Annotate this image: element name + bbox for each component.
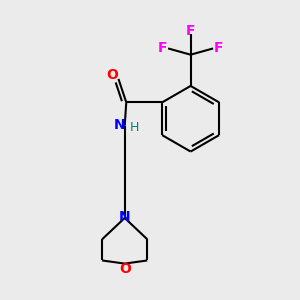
Text: O: O xyxy=(106,68,118,82)
Text: F: F xyxy=(158,41,167,56)
Text: H: H xyxy=(129,121,139,134)
Text: N: N xyxy=(113,118,125,132)
Text: O: O xyxy=(119,262,130,276)
Text: F: F xyxy=(214,41,224,56)
Text: F: F xyxy=(186,24,195,38)
Text: N: N xyxy=(119,210,130,224)
